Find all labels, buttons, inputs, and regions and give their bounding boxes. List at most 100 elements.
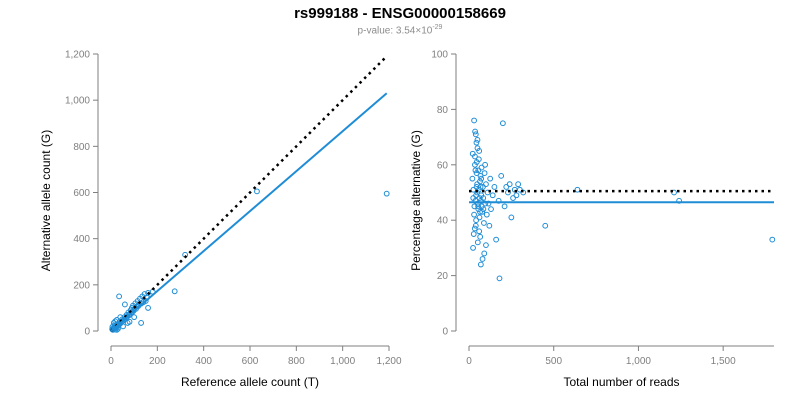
data-point [510, 195, 516, 201]
y-tick-label: 800 [73, 142, 90, 153]
data-point [476, 195, 483, 201]
data-point [477, 184, 484, 190]
p-value-text: p-value: 3.54×10 [357, 25, 433, 37]
data-point [471, 211, 477, 218]
y-tick-label: 60 [437, 160, 449, 171]
data-point [542, 222, 549, 229]
data-point [479, 256, 486, 262]
y-axis-label: Alternative allele count (G) [39, 130, 53, 271]
data-point [483, 242, 489, 249]
data-point [126, 318, 133, 325]
data-point [478, 175, 485, 182]
data-point [475, 167, 482, 174]
x-tick-label: 1,200 [376, 356, 401, 367]
data-point [145, 305, 151, 311]
chart-subtitle: p-value: 3.54×10-29 [0, 24, 800, 36]
data-point [486, 222, 493, 229]
data-point [481, 250, 488, 257]
data-point [506, 181, 513, 188]
data-point [383, 190, 390, 197]
data-point [116, 293, 123, 300]
data-point [508, 214, 515, 221]
data-point [491, 184, 498, 190]
data-point [480, 206, 487, 213]
data-point [142, 298, 149, 304]
y-tick-label: 0 [442, 327, 448, 338]
data-point [479, 208, 486, 215]
data-point [472, 153, 478, 160]
x-tick-label: 800 [288, 356, 305, 367]
data-point [574, 186, 581, 193]
data-point [472, 222, 479, 229]
data-point [122, 301, 128, 308]
data-point [138, 320, 145, 326]
data-point [503, 184, 510, 190]
data-point [477, 233, 484, 240]
x-axis-label: Total number of reads [563, 375, 679, 389]
y-tick-label: 80 [437, 105, 449, 116]
percentage-alternative-chart: 0 20 40 60 80 100 0 500 1,000 1,500 Total number o… [409, 50, 776, 389]
data-point [471, 203, 478, 210]
data-point [470, 231, 477, 237]
data-point [495, 197, 502, 204]
data-point [516, 186, 523, 193]
data-point [477, 261, 484, 268]
data-point [489, 192, 496, 199]
x-tick-label: 1,000 [330, 356, 355, 367]
x-tick-label: 200 [149, 356, 166, 367]
data-point [476, 228, 483, 235]
y-tick-label: 1,200 [65, 50, 90, 61]
data-point [131, 314, 138, 321]
y-tick-label: 400 [73, 234, 90, 245]
y-tick-label: 100 [431, 50, 448, 61]
data-point [480, 195, 487, 201]
data-point [477, 208, 483, 215]
data-point [471, 117, 477, 124]
data-point [483, 181, 489, 188]
data-point [505, 189, 511, 196]
data-point [113, 317, 120, 323]
data-point [493, 236, 500, 243]
data-point [481, 220, 487, 226]
data-point [171, 288, 178, 295]
y-tick-label: 40 [437, 216, 449, 227]
data-point [474, 200, 481, 207]
p-value-exponent: -29 [432, 24, 443, 31]
data-point [469, 175, 476, 182]
y-axis-label: Percentage alternative (G) [409, 130, 423, 271]
data-point [474, 136, 481, 143]
data-point [483, 211, 490, 218]
data-point [496, 275, 503, 282]
data-point [120, 323, 126, 330]
data-point [473, 192, 480, 199]
data-point [473, 217, 480, 224]
data-point [482, 161, 488, 168]
data-point [112, 318, 119, 325]
data-point [472, 128, 479, 135]
data-point [499, 120, 506, 127]
y-tick-label: 0 [84, 327, 90, 338]
data-point [477, 172, 484, 179]
data-point [470, 186, 477, 193]
data-point [501, 203, 508, 210]
y-tick-label: 20 [437, 271, 449, 282]
data-point [482, 200, 489, 207]
data-point [487, 175, 494, 182]
data-point [476, 214, 483, 221]
data-point [471, 225, 478, 232]
data-point [513, 192, 520, 199]
x-tick-label: 1,000 [626, 356, 651, 367]
data-point [676, 197, 683, 204]
y-tick-label: 600 [73, 188, 90, 199]
data-point [470, 245, 476, 251]
fit-line [110, 92, 388, 332]
x-tick-label: 600 [242, 356, 259, 367]
data-point [472, 131, 479, 138]
data-point [476, 148, 483, 154]
x-tick-label: 0 [466, 356, 472, 367]
y-tick-label: 1,000 [65, 96, 90, 107]
data-point [474, 181, 481, 188]
data-point [671, 189, 677, 196]
x-axis-label: Reference allele count (T) [181, 375, 319, 389]
